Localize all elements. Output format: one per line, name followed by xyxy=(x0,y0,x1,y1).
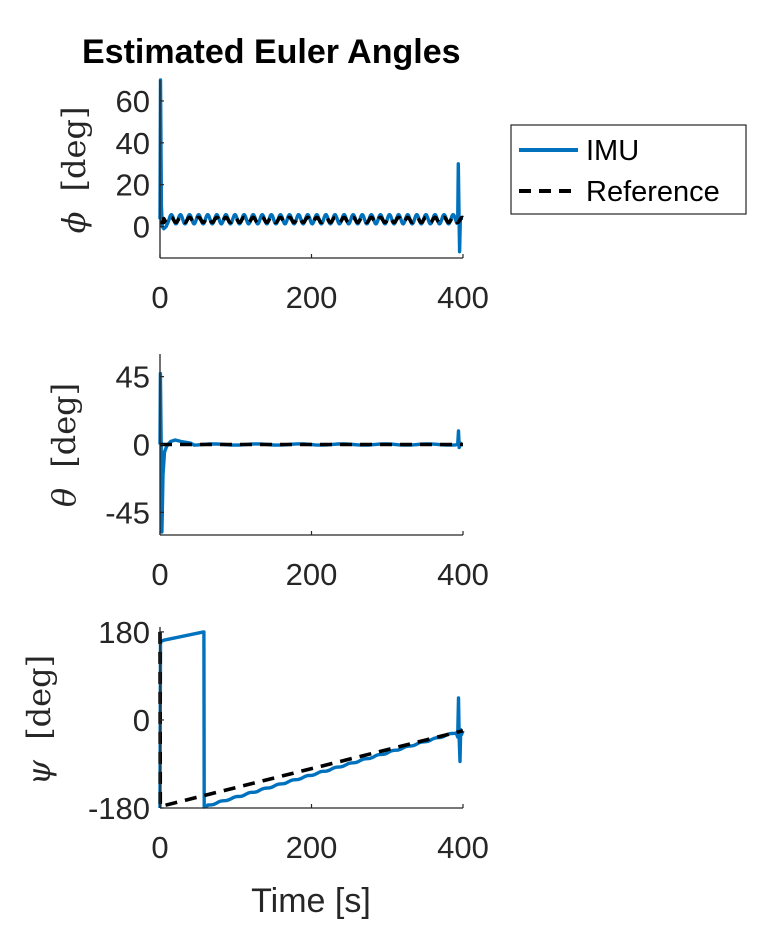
pitch-ytick-label: 0 xyxy=(133,428,150,463)
roll-xtick-label: 0 xyxy=(151,280,168,315)
yaw-y-label-symbol: ψ xyxy=(20,759,58,785)
roll-y-label-symbol: ϕ xyxy=(55,211,93,233)
yaw-series-imu xyxy=(158,630,465,809)
yaw-y-label: ψ [deg] xyxy=(20,655,58,785)
yaw-y-ticks: -180 0 180 xyxy=(88,615,164,826)
yaw-y-label-unit: [deg] xyxy=(20,655,58,740)
roll-ytick-label: 20 xyxy=(116,168,150,203)
roll-y-ticks: 0 20 40 60 xyxy=(116,84,164,245)
pitch-ytick-label: 45 xyxy=(116,360,150,395)
pitch-x-ticks: 0 200 400 xyxy=(151,531,489,592)
yaw-series-lines xyxy=(158,630,465,809)
roll-ytick-label: 40 xyxy=(116,126,150,161)
roll-ytick-label: 60 xyxy=(116,84,150,119)
figure-title: Estimated Euler Angles xyxy=(82,33,461,71)
pitch-xtick-label: 400 xyxy=(437,557,489,592)
pitch-y-label: θ [deg] xyxy=(45,383,83,507)
roll-series-imu xyxy=(158,78,465,254)
pitch-xtick-label: 200 xyxy=(286,557,338,592)
yaw-ytick-label: 180 xyxy=(98,615,150,650)
pitch-y-label-unit: [deg] xyxy=(45,383,83,468)
pitch-xtick-label: 0 xyxy=(151,557,168,592)
x-axis-label: Time [s] xyxy=(251,882,371,920)
yaw-x-ticks: 0 200 400 xyxy=(151,804,489,865)
yaw-ytick-label: 0 xyxy=(133,703,150,738)
yaw-xtick-label: 0 xyxy=(151,830,168,865)
pitch-ytick-label: -45 xyxy=(105,495,150,530)
legend-label-reference: Reference xyxy=(586,176,720,208)
yaw-series-reference xyxy=(158,631,464,809)
pitch-series-lines xyxy=(158,371,464,534)
roll-y-label: ϕ [deg] xyxy=(55,107,93,234)
roll-xtick-label: 200 xyxy=(286,280,338,315)
roll-series-reference xyxy=(160,215,465,225)
legend-box xyxy=(510,124,747,215)
roll-series-lines xyxy=(158,78,465,254)
pitch-y-label-symbol: θ xyxy=(45,488,83,507)
legend: IMU Reference xyxy=(510,124,747,215)
pitch-y-ticks: -45 0 45 xyxy=(105,360,164,530)
yaw-xtick-label: 400 xyxy=(437,830,489,865)
subplot-roll: 0 20 40 60 0 200 400 ϕ [deg] xyxy=(55,78,489,315)
roll-y-label-unit: [deg] xyxy=(55,107,93,192)
yaw-ytick-label: -180 xyxy=(88,791,150,826)
roll-x-ticks: 0 200 400 xyxy=(151,254,489,315)
pitch-series-imu xyxy=(158,371,464,534)
roll-ytick-label: 0 xyxy=(133,210,150,245)
roll-xtick-label: 400 xyxy=(437,280,489,315)
legend-label-imu: IMU xyxy=(586,135,639,167)
yaw-xtick-label: 200 xyxy=(286,830,338,865)
